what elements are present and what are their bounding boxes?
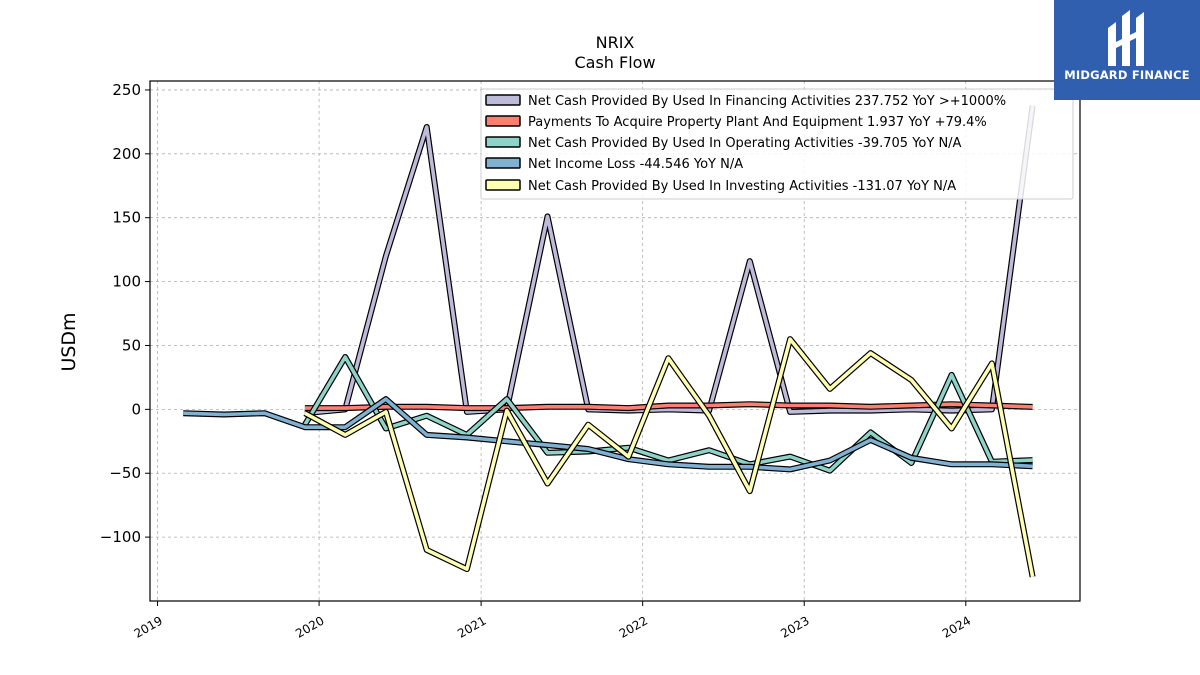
y-tick-label: 150: [112, 209, 141, 227]
legend-entry: Net Cash Provided By Used In Investing A…: [485, 179, 956, 194]
series-layer: [183, 105, 1036, 578]
legend-swatch-investing: [485, 179, 521, 191]
logo-mark-icon: [1108, 10, 1144, 66]
x-tick-label: 2019: [132, 613, 165, 640]
legend-swatch-operating: [485, 136, 521, 148]
series-2: [302, 354, 1033, 474]
y-tick-label: −100: [100, 528, 141, 546]
series-line: [303, 355, 1033, 473]
y-tick-label: −50: [109, 464, 141, 482]
y-tick-label: 250: [112, 81, 141, 99]
series-0: [304, 105, 1036, 417]
legend-entry: Net Income Loss -44.546 YoY N/A: [485, 157, 743, 172]
x-tick-label: 2024: [940, 613, 973, 640]
midgard-finance-logo: MIDGARD FINANCE: [1054, 0, 1200, 100]
series-line-outline: [302, 354, 1033, 474]
y-tick-label: 100: [112, 273, 141, 291]
x-tick-label: 2022: [617, 613, 650, 640]
legend-label-net-income: Net Income Loss -44.546 YoY N/A: [528, 157, 743, 172]
legend-entry: Net Cash Provided By Used In Financing A…: [485, 94, 1006, 109]
chart-subtitle: Cash Flow: [574, 53, 655, 72]
legend: Net Cash Provided By Used In Financing A…: [480, 88, 1074, 200]
series-line: [304, 337, 1035, 578]
y-tick-label: 50: [122, 336, 141, 354]
legend-label-operating: Net Cash Provided By Used In Operating A…: [528, 136, 962, 151]
legend-label-financing: Net Cash Provided By Used In Financing A…: [528, 94, 1006, 109]
legend-label-investing: Net Cash Provided By Used In Investing A…: [528, 179, 956, 194]
logo-text: MIDGARD FINANCE: [1064, 68, 1190, 82]
y-tick-label: 0: [131, 400, 141, 418]
y-axis-label: USDm: [58, 312, 80, 371]
legend-label-capex: Payments To Acquire Property Plant And E…: [528, 115, 987, 130]
series-4: [303, 336, 1036, 578]
x-tick-label: 2023: [778, 613, 811, 640]
x-tick-label: 2020: [293, 613, 326, 640]
legend-swatch-net-income: [485, 157, 521, 169]
series-1: [304, 401, 1033, 412]
series-line: [304, 402, 1033, 410]
series-line: [304, 105, 1035, 415]
plot-frame: [149, 80, 1081, 602]
legend-swatch-financing: [485, 94, 521, 106]
legend-entry: Payments To Acquire Property Plant And E…: [485, 115, 987, 130]
legend-entry: Net Cash Provided By Used In Operating A…: [485, 136, 962, 151]
legend-swatch-capex: [485, 115, 521, 127]
legend-frame: [480, 88, 1074, 200]
chart-title: NRIX: [596, 33, 635, 52]
x-tick-label: 2021: [455, 613, 488, 640]
y-tick-label: 200: [112, 145, 141, 163]
